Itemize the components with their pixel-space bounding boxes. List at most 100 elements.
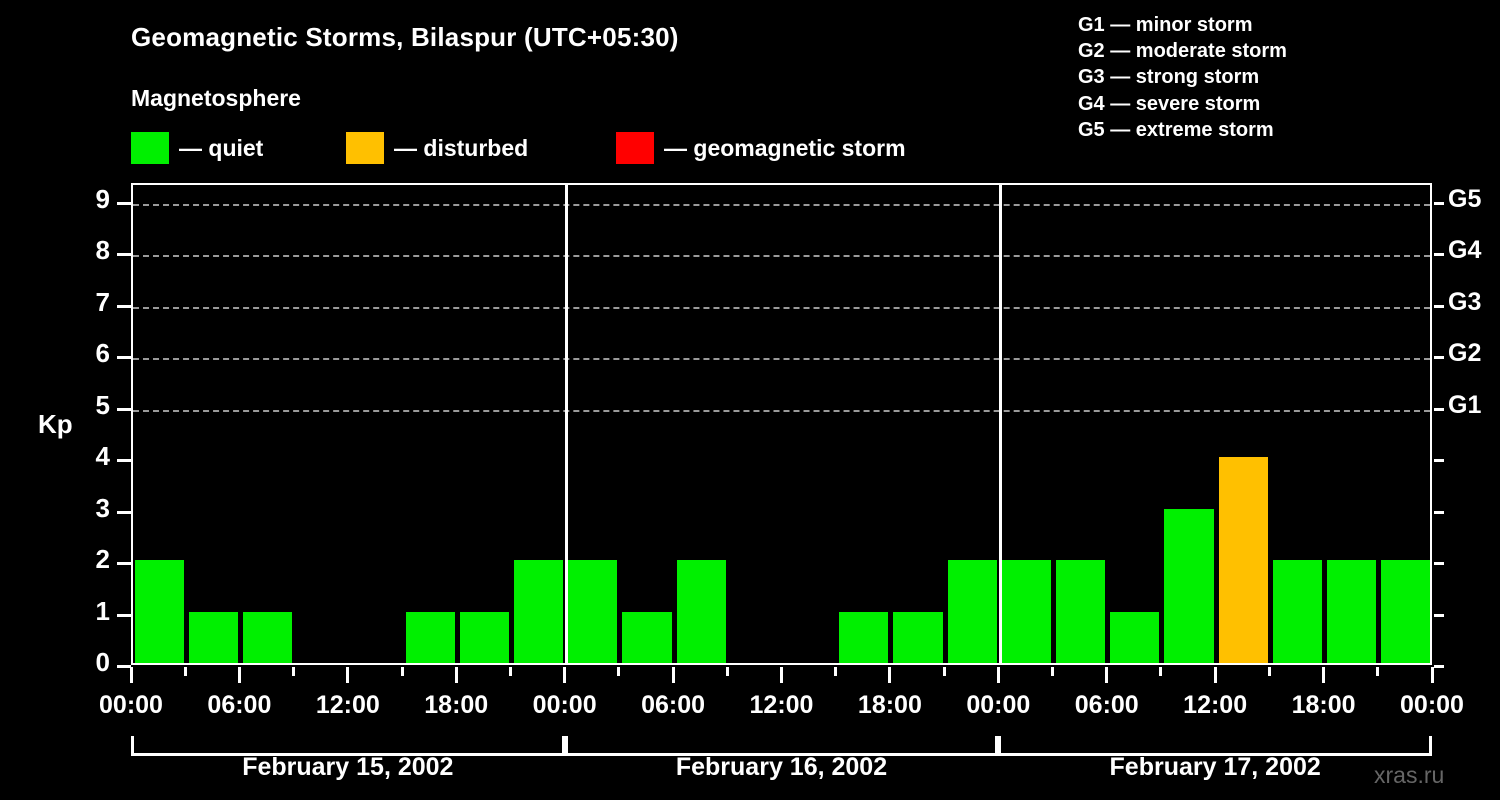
bar-23 bbox=[1381, 560, 1430, 663]
day-bracket-3 bbox=[998, 736, 1432, 756]
bar-7 bbox=[513, 560, 564, 663]
x-tick-major-24 bbox=[1430, 667, 1434, 683]
x-tick-minor-21 bbox=[1267, 667, 1271, 676]
y-tick-label-9: 9 bbox=[95, 184, 110, 214]
day-label-2: February 16, 2002 bbox=[675, 753, 888, 781]
page-title: Geomagnetic Storms, Bilaspur (UTC+05:30) bbox=[131, 22, 679, 52]
x-tick-label-5: 06:00 bbox=[641, 691, 706, 719]
g-scale-line-5: G5 — extreme storm bbox=[1078, 118, 1274, 141]
x-tick-major-22 bbox=[1322, 667, 1326, 683]
bar-21 bbox=[1272, 560, 1323, 663]
right-tick-kp-0 bbox=[1434, 665, 1444, 668]
y-tick-2 bbox=[117, 562, 131, 566]
x-tick-major-8 bbox=[563, 667, 567, 683]
x-tick-label-3: 18:00 bbox=[424, 691, 489, 719]
y-tick-label-2: 2 bbox=[95, 544, 110, 575]
right-tick-kp-3 bbox=[1434, 510, 1444, 514]
x-tick-major-20 bbox=[1213, 667, 1217, 683]
x-tick-major-14 bbox=[888, 667, 892, 683]
bar-15 bbox=[947, 560, 997, 663]
g-scale-line-4: G4 — severe storm bbox=[1078, 92, 1261, 115]
x-tick-label-10: 12:00 bbox=[1183, 691, 1248, 719]
x-tick-minor-23 bbox=[1376, 667, 1380, 676]
x-tick-minor-5 bbox=[400, 667, 404, 676]
x-tick-minor-9 bbox=[617, 667, 621, 676]
day-separator-2 bbox=[998, 185, 1002, 663]
gridline-kp-9 bbox=[133, 204, 1430, 206]
day-label-3: February 17, 2002 bbox=[1109, 753, 1321, 781]
chart-canvas bbox=[133, 185, 1430, 663]
right-tick-kp-5 bbox=[1434, 407, 1444, 411]
y-tick-label-1: 1 bbox=[95, 595, 110, 626]
g-scale-line-3: G3 — strong storm bbox=[1078, 66, 1260, 89]
x-tick-label-0: 00:00 bbox=[99, 691, 163, 719]
y-tick-4 bbox=[117, 459, 131, 463]
legend-item-storm: — geomagnetic storm bbox=[616, 132, 906, 164]
y-tick-label-4: 4 bbox=[95, 441, 110, 472]
day-separator-1 bbox=[565, 185, 569, 663]
legend-swatch-quiet-icon bbox=[131, 132, 169, 164]
legend-label-storm: — geomagnetic storm bbox=[664, 134, 906, 161]
g-axis-label-g5: G5 bbox=[1448, 185, 1482, 213]
x-tick-label-4: 00:00 bbox=[532, 691, 597, 719]
g-scale-line-2: G2 — moderate storm bbox=[1078, 40, 1287, 63]
gridline-kp-7 bbox=[133, 306, 1430, 309]
y-tick-label-0: 0 bbox=[95, 647, 110, 677]
y-tick-label-5: 5 bbox=[95, 389, 110, 420]
y-tick-6 bbox=[117, 356, 131, 360]
bar-13 bbox=[839, 611, 889, 663]
x-tick-minor-7 bbox=[508, 667, 512, 676]
y-tick-8 bbox=[117, 253, 131, 257]
gridline-kp-6 bbox=[133, 358, 1430, 361]
day-label-1: February 15, 2002 bbox=[242, 753, 454, 781]
right-tick-kp-8 bbox=[1434, 253, 1444, 257]
right-tick-kp-1 bbox=[1434, 613, 1444, 617]
bar-8 bbox=[568, 560, 618, 663]
y-tick-1 bbox=[117, 613, 131, 617]
x-tick-minor-13 bbox=[834, 667, 838, 676]
right-tick-kp-2 bbox=[1434, 562, 1444, 566]
y-tick-7 bbox=[117, 304, 131, 308]
g-scale-line-1: G1 — minor storm bbox=[1078, 14, 1253, 36]
legend-swatch-storm-icon bbox=[616, 132, 654, 164]
x-tick-major-12 bbox=[780, 667, 783, 683]
x-tick-minor-11 bbox=[725, 667, 729, 676]
bar-0 bbox=[134, 560, 184, 663]
y-axis-label: Kp bbox=[38, 409, 73, 439]
bar-20 bbox=[1218, 457, 1268, 663]
right-tick-kp-6 bbox=[1434, 356, 1444, 360]
right-tick-kp-4 bbox=[1434, 459, 1444, 463]
x-tick-minor-3 bbox=[292, 667, 296, 676]
x-tick-major-16 bbox=[996, 667, 1000, 683]
gridline-kp-5 bbox=[133, 409, 1430, 412]
bar-5 bbox=[405, 611, 455, 663]
x-tick-label-9: 06:00 bbox=[1074, 691, 1139, 719]
x-tick-minor-19 bbox=[1159, 667, 1163, 676]
day-bracket-1 bbox=[131, 736, 565, 756]
bar-14 bbox=[893, 611, 943, 663]
x-tick-minor-15 bbox=[942, 667, 946, 676]
color-legend: — quiet — disturbed — geomagnetic storm bbox=[131, 132, 1031, 166]
g-axis-label-g4: G4 bbox=[1448, 236, 1482, 265]
y-tick-0 bbox=[117, 665, 131, 668]
y-tick-label-7: 7 bbox=[95, 286, 110, 317]
g-axis-label-g2: G2 bbox=[1448, 339, 1482, 368]
bar-16 bbox=[1001, 560, 1052, 663]
y-tick-5 bbox=[117, 407, 131, 411]
watermark: xras.ru bbox=[1374, 762, 1445, 788]
g-axis-label-g3: G3 bbox=[1448, 287, 1482, 316]
bar-18 bbox=[1110, 611, 1160, 663]
bar-22 bbox=[1327, 560, 1377, 663]
bar-6 bbox=[459, 611, 509, 663]
section-label-magnetosphere: Magnetosphere bbox=[131, 85, 301, 111]
bar-1 bbox=[188, 611, 238, 663]
day-bracket-2 bbox=[564, 736, 999, 756]
x-tick-label-8: 00:00 bbox=[966, 691, 1031, 719]
legend-label-disturbed: — disturbed bbox=[394, 134, 529, 161]
gridline-kp-8 bbox=[133, 255, 1430, 258]
y-tick-label-3: 3 bbox=[95, 492, 110, 523]
x-tick-major-10 bbox=[671, 667, 675, 683]
right-tick-kp-7 bbox=[1434, 304, 1444, 308]
x-tick-label-7: 18:00 bbox=[857, 691, 922, 719]
x-tick-label-12: 00:00 bbox=[1400, 691, 1464, 719]
